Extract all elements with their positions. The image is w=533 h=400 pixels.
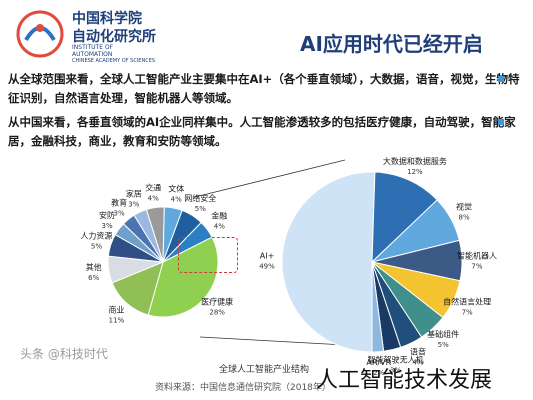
logo-cn-line1: 中国科学院 <box>72 11 142 27</box>
chart-title: 全球人工智能产业结构 <box>219 363 309 375</box>
left-pie-category-label: 安防 <box>99 210 115 220</box>
right-pie-category-label: 视觉 <box>456 201 472 211</box>
logo-en-line2: AUTOMATION <box>72 51 113 58</box>
right-pie-category-label: 自然语言处理 <box>443 296 491 306</box>
right-pie-category-label: 语音 <box>410 346 426 356</box>
page-title: AI应用时代已经开启 <box>300 32 483 56</box>
right-pie-value-label: 12% <box>407 168 423 176</box>
right-pie-value-label: 7% <box>462 308 473 316</box>
left-pie-category-label: 家居 <box>126 188 142 198</box>
left-pie-value-label: 28% <box>209 308 225 316</box>
left-pie-value-label: 5% <box>195 205 206 213</box>
left-pie-value-label: 4% <box>214 222 225 230</box>
left-pie-category-label: 交通 <box>145 183 161 193</box>
right-pie-slice <box>281 171 376 353</box>
left-pie-value-label: 4% <box>171 195 182 203</box>
right-pie-category-label: 智能机器人 <box>457 250 497 260</box>
logo-cn-line2: 自动化研究所 <box>72 29 156 45</box>
logo-emblem-icon <box>16 10 64 58</box>
left-pie-value-label: 11% <box>109 316 125 324</box>
header-bar: 中国科学院 自动化研究所 INSTITUTE OF AUTOMATION CHI… <box>0 0 533 72</box>
left-pie-value-label: 5% <box>91 242 102 250</box>
bullet-1: 从全球范围来看，全球人工智能产业主要集中在AI+（各个垂直领域），大数据，语音，… <box>8 72 520 105</box>
left-pie-category-label: 商业 <box>108 304 124 314</box>
left-pie-category-label: 医疗健康 <box>201 296 233 306</box>
bullet-2-marker <box>498 119 504 125</box>
logo-en-line3: CHINESE ACADEMY OF SCIENCES <box>72 58 156 64</box>
right-pie-slice <box>371 171 438 264</box>
right-pie-category-label: AR/VR <box>366 358 391 367</box>
right-pie-category-label: 大数据和数据服务 <box>383 156 447 166</box>
left-pie-slice <box>111 261 164 316</box>
left-pie-slice <box>147 236 219 318</box>
right-pie-category-label: 基础组件 <box>427 329 459 339</box>
chart-source: 资料来源：中国信息通信研究院（2018年） <box>155 383 331 393</box>
left-pie-value-label: 3% <box>114 209 125 217</box>
right-pie-value-label: 2% <box>373 369 384 377</box>
right-pie-value-label: 49% <box>259 262 275 270</box>
left-pie-value-label: 4% <box>148 195 159 203</box>
logo-en-line1: INSTITUTE OF <box>72 44 114 51</box>
right-pie-category-label: 智能驾驶无人机 <box>368 354 424 364</box>
right-pie-value-label: 4% <box>412 358 423 366</box>
casia-logo: 中国科学院 自动化研究所 INSTITUTE OF AUTOMATION CHI… <box>12 6 156 64</box>
bullet-1-marker <box>498 76 504 82</box>
right-pie-value-label: 5% <box>438 341 449 349</box>
left-pie-category-label: 金融 <box>211 210 227 220</box>
right-pie-value-label: 3% <box>390 366 401 374</box>
left-pie-value-label: 3% <box>128 200 139 208</box>
highlight-box <box>178 237 238 273</box>
connector-line <box>199 336 346 346</box>
right-pie-slice <box>371 261 385 353</box>
left-pie-category-label: 教育 <box>111 197 127 207</box>
connector-line <box>194 159 346 198</box>
left-pie-category-label: 文体 <box>168 183 184 193</box>
left-pie-category-label: 其他 <box>86 262 102 272</box>
right-pie-category-label: AI+ <box>260 251 275 260</box>
bullet-2: 从中国来看，各垂直领域的AI企业同样集中。人工智能渗透较多的包括医疗健康，自动驾… <box>8 115 516 148</box>
left-pie-category-label: 人力资源 <box>80 230 112 240</box>
watermark: 头条 @科技时代 <box>20 347 108 361</box>
left-pie-category-label: 网络安全 <box>184 193 216 203</box>
left-pie-value-label: 3% <box>102 222 113 230</box>
footer-caption: 人工智能技术发展 <box>316 368 493 393</box>
left-pie-value-label: 6% <box>88 274 99 282</box>
right-pie-value-label: 8% <box>458 213 469 221</box>
right-pie-value-label: 7% <box>471 262 482 270</box>
